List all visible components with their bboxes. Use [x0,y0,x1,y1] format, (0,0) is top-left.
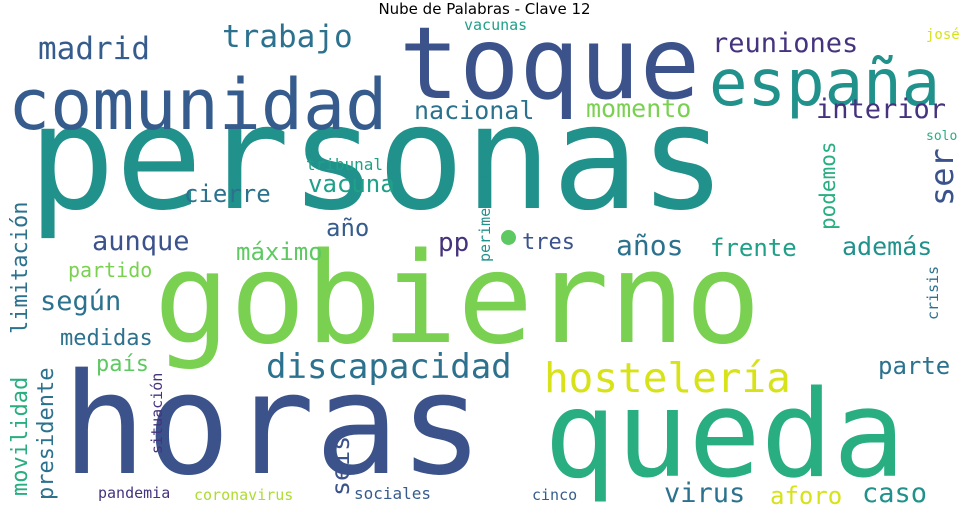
word-personas: personas [28,74,727,243]
word-tres: tres [522,230,575,255]
word-seis: seis [326,435,355,496]
word-interior: interior [816,94,947,125]
word-aforo: aforo [770,482,843,507]
word-solo: solo [926,129,958,144]
word-pandemia: pandemia [98,484,171,502]
word-madrid: madrid [38,31,150,67]
word-aunque: aunque [92,226,190,257]
word-toque: toque [399,18,701,122]
word-maximo: máximo [236,238,323,266]
word-virus: virus [664,478,746,507]
word-nacional: nacional [414,96,535,125]
word-podemos: podemos [816,141,840,230]
word-reuniones: reuniones [712,28,859,59]
word-pais: país [96,352,149,377]
word-vacuna: vacuna [308,170,395,198]
word-discapacidad: discapacidad [266,347,512,387]
word-presidente: presidente [34,367,59,500]
word-vacunas: vacunas [464,18,528,34]
word-medidas: medidas [60,326,153,351]
word-comunidad: comunidad [8,64,388,146]
word-espana: españa [709,47,941,121]
word-pp: pp [438,228,470,258]
word-anos: años [616,229,684,262]
word-crisis: crisis [924,265,942,320]
word-perimetral: perimetral [476,171,494,262]
word-horas: horas [62,344,484,507]
word-sociales: sociales [354,484,432,503]
word-parte: parte [878,352,951,380]
chart-title: Nube de Palabras - Clave 12 [378,0,591,18]
word-ser: ser [923,148,961,206]
word-momento: momento [586,94,692,123]
word-hosteleria: hostelería [544,354,791,402]
word-ademas: además [842,232,933,261]
word-cloud: personas gobierno horas queda toque comu… [4,18,965,507]
word-cinco: cinco [532,486,578,504]
word-tribunal: tribunal [306,155,384,174]
word-trabajo: trabajo [222,19,353,55]
word-coronavirus: coronavirus [194,486,294,504]
word-jose: josé [926,27,960,43]
word-frente: frente [710,234,797,262]
word-situacion: situación [148,372,166,454]
word-ano: año [326,214,370,242]
word-dot [501,230,516,245]
word-gobierno: gobierno [154,225,761,372]
word-movilidad: movilidad [8,376,33,496]
word-limitacion: limitación [8,201,33,334]
word-segun: según [40,286,122,317]
word-queda: queda [544,366,906,505]
word-caso: caso [862,478,928,507]
word-cierre: cierre [184,180,271,208]
word-partido: partido [68,258,153,282]
